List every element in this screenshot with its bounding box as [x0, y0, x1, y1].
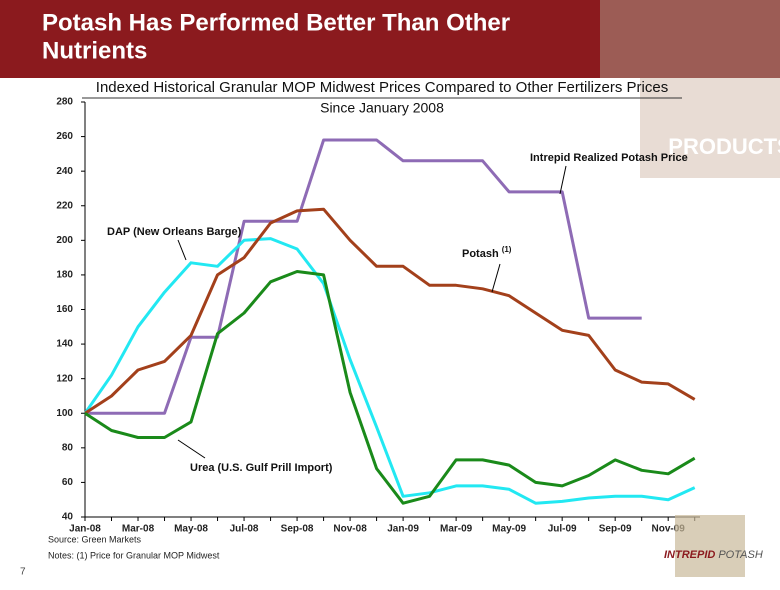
series-label: Potash (1)	[462, 245, 512, 260]
series-line	[84, 207, 696, 415]
logo-part: POTASH	[718, 549, 762, 561]
slide-title: Potash Has Performed Better Than Other	[42, 9, 510, 36]
y-tick-label: 220	[56, 200, 73, 211]
series-label: Intrepid Realized Potash Price	[530, 152, 688, 164]
y-tick-label: 240	[56, 166, 73, 177]
collage-lower	[640, 78, 780, 178]
series-name: Potash	[462, 248, 499, 260]
banner-word: PRODUCTS	[668, 134, 780, 159]
x-tick-label: Nov-08	[333, 524, 367, 535]
x-tick-label: Jul-09	[548, 524, 577, 535]
logo: INTREPID POTASH	[664, 549, 763, 561]
series-line	[83, 237, 696, 505]
y-tick-label: 80	[62, 442, 74, 453]
header-collage	[600, 0, 780, 78]
y-tick-label: 100	[56, 408, 73, 419]
series-line	[84, 270, 696, 505]
notes: Notes: (1) Price for Granular MOP Midwes…	[48, 550, 220, 560]
x-tick-label: Nov-09	[652, 524, 686, 535]
logo-mark	[675, 515, 745, 577]
x-tick-label: May-08	[174, 524, 208, 535]
y-tick-label: 140	[56, 339, 73, 350]
source: Source: Green Markets	[48, 534, 142, 544]
plot: 40 60 80 100 120 140 160 180 200 220 240 260 280 Jan-…	[56, 97, 700, 535]
logo-part: INTREPID	[664, 549, 715, 561]
arrow	[559, 165, 567, 195]
x-tick-label: Mar-08	[122, 524, 155, 535]
x-tick-label: May-09	[492, 524, 526, 535]
y-tick-label: 280	[56, 97, 73, 108]
y-tick-label: 60	[62, 477, 74, 488]
y-tick-label: 260	[56, 131, 73, 142]
x-tick-label: Mar-09	[440, 524, 473, 535]
arrow	[177, 239, 187, 261]
series-label: DAP (New Orleans Barge)	[107, 226, 242, 238]
y-tick-label: 180	[56, 270, 73, 281]
x-tick-label: Jan-09	[387, 524, 419, 535]
x-tick-label: Jul-08	[230, 524, 259, 535]
slide-title: Nutrients	[42, 37, 147, 64]
arrow	[491, 263, 501, 293]
x-tick-label: Sep-08	[281, 524, 314, 535]
page-number: 7	[20, 567, 26, 578]
y-tick-label: 40	[62, 512, 74, 523]
series-line	[85, 138, 642, 415]
series-note: (1)	[502, 245, 512, 254]
arrow	[177, 439, 206, 459]
x-tick-label: Jan-08	[69, 524, 101, 535]
y-tick-label: 160	[56, 304, 73, 315]
y-tick-label: 200	[56, 235, 73, 246]
y-tick-label: 120	[56, 373, 73, 384]
chart-subtitle: Since January 2008	[320, 100, 444, 116]
x-tick-label: Sep-09	[599, 524, 632, 535]
series-label: Urea (U.S. Gulf Prill Import)	[190, 462, 333, 474]
chart-title: Indexed Historical Granular MOP Midwest …	[96, 79, 668, 96]
